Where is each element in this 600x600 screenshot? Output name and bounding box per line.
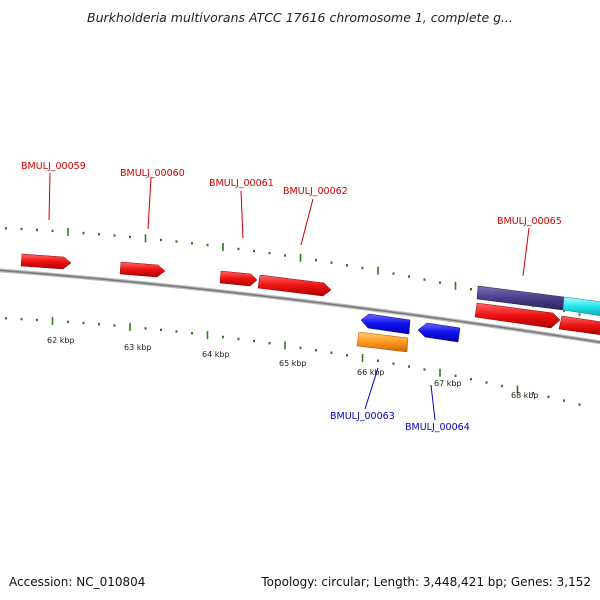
scale-labels: 62 kbp 63 kbp 64 kbp 65 kbp 66 kbp 67 kb… bbox=[47, 336, 539, 400]
gene-bmulj-00063[interactable] bbox=[356, 313, 411, 353]
gene-bmulj-00064[interactable] bbox=[417, 322, 461, 343]
gene-bmulj-00059[interactable] bbox=[20, 253, 72, 270]
gene-red-lower-2[interactable] bbox=[558, 315, 600, 335]
scale-label-63: 63 kbp bbox=[124, 343, 152, 352]
label-leader-lines bbox=[48, 172, 530, 421]
map-title: Burkholderia multivorans ATCC 17616 chro… bbox=[87, 10, 513, 25]
scale-label-67: 67 kbp bbox=[434, 379, 462, 388]
label-bmulj-00065[interactable]: BMULJ_00065 bbox=[497, 216, 562, 227]
topology-summary: Topology: circular; Length: 3,448,421 bp… bbox=[261, 575, 591, 589]
gene-bmulj-00060[interactable] bbox=[119, 261, 166, 278]
accession-text: Accession: NC_010804 bbox=[9, 575, 146, 589]
scale-label-68: 68 kbp bbox=[511, 391, 539, 400]
gene-bmulj-00061[interactable] bbox=[219, 270, 258, 287]
scale-label-65: 65 kbp bbox=[279, 359, 307, 368]
scale-label-62: 62 kbp bbox=[47, 336, 75, 345]
lower-tick-row bbox=[5, 316, 581, 406]
scale-label-64: 64 kbp bbox=[202, 350, 230, 359]
label-bmulj-00062[interactable]: BMULJ_00062 bbox=[283, 186, 348, 197]
gene-cyan[interactable] bbox=[562, 296, 600, 316]
label-bmulj-00061[interactable]: BMULJ_00061 bbox=[209, 178, 274, 189]
genome-backbone bbox=[0, 268, 600, 345]
scale-label-66: 66 kbp bbox=[357, 368, 385, 377]
label-bmulj-00059[interactable]: BMULJ_00059 bbox=[21, 161, 86, 172]
label-bmulj-00063[interactable]: BMULJ_00063 bbox=[330, 411, 395, 422]
upper-tick-row bbox=[5, 227, 581, 316]
gene-red-lower-1[interactable] bbox=[474, 302, 561, 329]
label-bmulj-00064[interactable]: BMULJ_00064 bbox=[405, 422, 470, 433]
label-bmulj-00060[interactable]: BMULJ_00060 bbox=[120, 168, 185, 179]
gene-bmulj-00062[interactable] bbox=[257, 274, 332, 297]
